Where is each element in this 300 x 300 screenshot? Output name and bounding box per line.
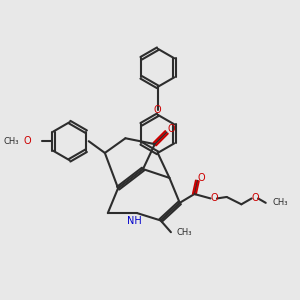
Text: NH: NH: [127, 216, 142, 226]
Text: O: O: [210, 194, 218, 203]
Text: CH₃: CH₃: [176, 228, 192, 237]
Text: O: O: [251, 194, 259, 203]
Text: CH₃: CH₃: [4, 137, 19, 146]
Text: CH₃: CH₃: [272, 198, 288, 207]
Text: O: O: [154, 105, 161, 116]
Text: O: O: [167, 124, 175, 134]
Text: O: O: [197, 173, 205, 183]
Text: O: O: [24, 136, 32, 146]
